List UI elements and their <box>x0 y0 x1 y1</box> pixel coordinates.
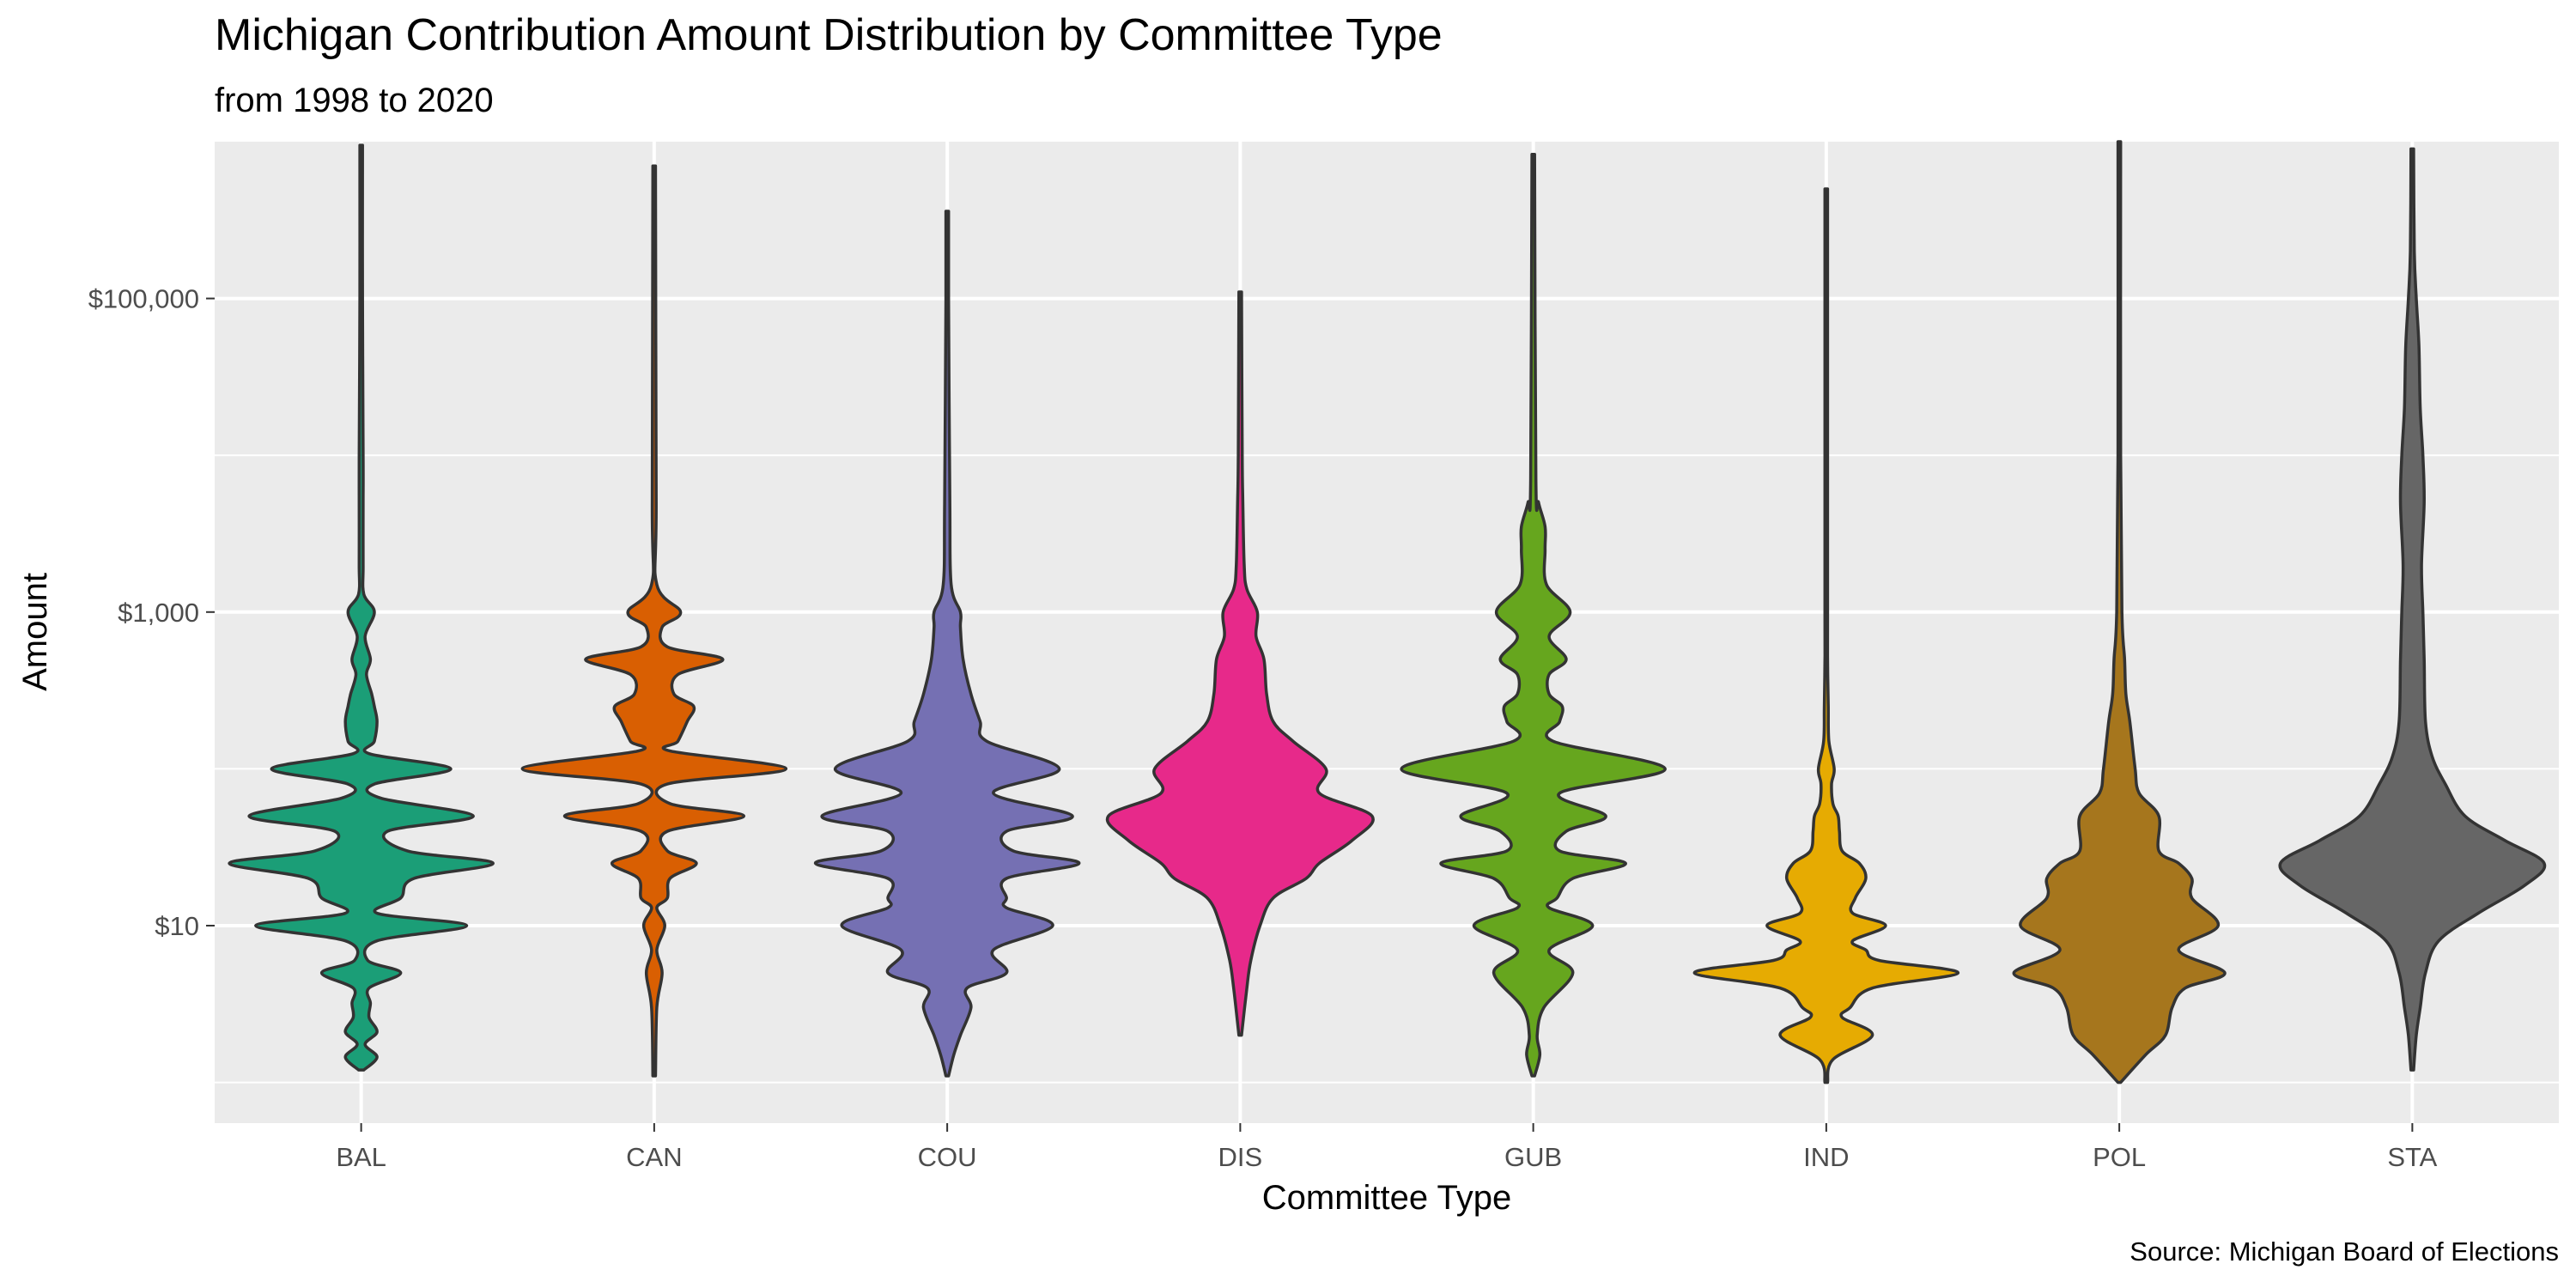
violin-pol <box>2012 140 2227 1084</box>
violin-dis <box>1105 290 1375 1037</box>
violin-cou <box>813 210 1081 1078</box>
violin-ind <box>1692 187 1960 1084</box>
x-axis: BAL CAN COU DIS GUB IND POL STA <box>336 1123 2438 1172</box>
x-tick-label: GUB <box>1504 1142 1562 1172</box>
chart-title: Michigan Contribution Amount Distributio… <box>215 10 1443 60</box>
y-tick-label: $1,000 <box>118 598 199 628</box>
x-tick-label: DIS <box>1218 1142 1263 1172</box>
x-tick-label: CAN <box>626 1142 682 1172</box>
y-axis: $10 $1,000 $100,000 <box>88 284 215 941</box>
chart-caption: Source: Michigan Board of Elections <box>2129 1236 2559 1267</box>
chart-subtitle: from 1998 to 2020 <box>215 82 494 119</box>
x-axis-title: Committee Type <box>1262 1179 1512 1217</box>
y-tick-label: $100,000 <box>88 284 199 314</box>
violin-gub <box>1400 153 1667 1078</box>
x-tick-label: BAL <box>336 1142 386 1172</box>
x-tick-label: COU <box>918 1142 977 1172</box>
violin-sta <box>2278 147 2547 1072</box>
y-tick-label: $10 <box>155 911 199 941</box>
x-tick-label: STA <box>2387 1142 2437 1172</box>
violin-bal <box>228 143 495 1072</box>
y-axis-title: Amount <box>16 573 54 691</box>
x-tick-label: POL <box>2093 1142 2146 1172</box>
violin-can <box>520 164 788 1078</box>
x-tick-label: IND <box>1803 1142 1849 1172</box>
violins <box>228 140 2547 1084</box>
